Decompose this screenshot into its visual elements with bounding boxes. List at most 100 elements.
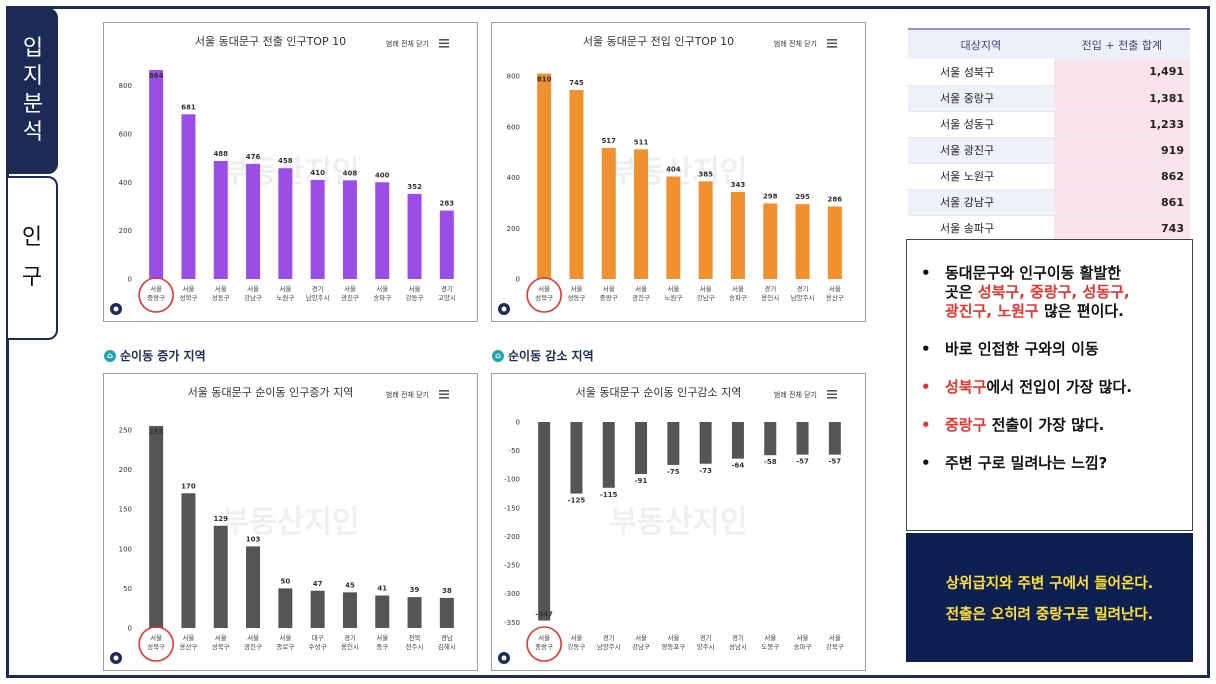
menu-icon[interactable] xyxy=(827,39,837,48)
x-tick-label: 도봉구 xyxy=(761,643,779,651)
x-tick-label: 중랑구 xyxy=(147,294,165,302)
cell-total: 1,233 xyxy=(1053,111,1190,138)
x-tick-label: 김해시 xyxy=(438,642,456,651)
cell-total: 1,381 xyxy=(1053,85,1190,112)
x-tick-label: 서울 xyxy=(732,284,744,293)
chart-bar xyxy=(213,160,228,279)
chart-inflow-top10: 서울 동대문구 전입 인구TOP 10 범례 전체 닫기 부동산지인 0 200 400 6… xyxy=(491,22,866,322)
y-tick-label: 800 xyxy=(507,73,520,81)
data-label: 352 xyxy=(407,183,422,191)
chart-net-decrease: 서울 동대문구 순이동 인구감소 지역 범례 전체 닫기 부동산지인 0 -50 -100… xyxy=(491,373,866,671)
x-tick-label: 서울 xyxy=(829,284,841,293)
y-tick-label: 0 xyxy=(516,419,520,427)
data-label: 408 xyxy=(343,169,358,177)
x-tick-label: 성북구 xyxy=(179,293,197,302)
brand-logo-icon xyxy=(498,303,510,315)
bullet-text: 많은 편이다. xyxy=(1038,302,1124,320)
menu-icon-line xyxy=(827,42,837,45)
y-tick-label: 0 xyxy=(128,276,132,284)
y-tick-label: -150 xyxy=(504,504,520,512)
bullet-dot: • xyxy=(921,264,931,282)
chart-bar xyxy=(375,595,390,628)
brand-logo-icon xyxy=(110,652,122,664)
table-row: 서울 중랑구 1,381 xyxy=(908,85,1190,112)
bullet-highlight: 성북구, 중랑구, 성동구, xyxy=(977,283,1130,301)
legend-toggle-button[interactable]: 범례 전체 닫기 xyxy=(774,39,817,48)
data-label: 410 xyxy=(310,169,325,177)
chart-bar xyxy=(181,114,196,279)
x-tick-label: 강동구 xyxy=(406,293,424,302)
x-tick-label: 서울 xyxy=(538,284,550,293)
x-tick-label: 용인시 xyxy=(761,293,779,302)
y-tick-label: 200 xyxy=(119,466,132,474)
data-label: -115 xyxy=(600,491,618,499)
menu-icon-line xyxy=(439,42,449,45)
x-tick-label: 강남구 xyxy=(244,293,262,302)
chart-bar xyxy=(439,597,454,628)
tab-population[interactable]: 인 구 xyxy=(8,176,58,340)
x-tick-label: 서울 xyxy=(700,284,712,293)
legend-toggle-button[interactable]: 범례 전체 닫기 xyxy=(774,390,817,399)
chart-bar xyxy=(407,597,422,628)
bullet-text: 곳은 xyxy=(945,283,978,301)
y-tick-label: 0 xyxy=(128,625,132,633)
x-tick-label: 서울 xyxy=(376,284,388,293)
menu-icon-line xyxy=(827,393,837,396)
y-tick-label: 150 xyxy=(119,506,132,514)
table-header-row: 대상지역 전입 + 전출 합계 xyxy=(908,28,1190,59)
tab-location-analysis[interactable]: 입 지 분 석 xyxy=(8,8,58,174)
data-label: 283 xyxy=(440,200,455,208)
chart-bar xyxy=(213,525,228,628)
y-tick-label: 600 xyxy=(507,123,520,131)
table-row: 서울 광진구 919 xyxy=(908,137,1190,164)
menu-icon[interactable] xyxy=(439,39,449,48)
bullet-dot: • xyxy=(921,454,931,472)
y-tick-label: 600 xyxy=(119,130,132,138)
bullet-text: 주변 구로 밀려나는 느낌? xyxy=(945,454,1108,472)
chart-bar xyxy=(666,176,681,279)
x-tick-label: 노원구 xyxy=(276,293,294,302)
bullet-item: • 바로 인접한 구와의 이동 xyxy=(917,340,1182,359)
brand-logo-dot xyxy=(113,655,119,661)
chart-svg: 서울 동대문구 전입 인구TOP 10 범례 전체 닫기부동산지인02004006… xyxy=(498,35,844,315)
x-tick-label: 광진구 xyxy=(632,293,650,302)
data-label: 295 xyxy=(795,193,810,201)
x-tick-label: 강남구 xyxy=(632,642,650,651)
data-label: 286 xyxy=(828,195,843,203)
menu-icon[interactable] xyxy=(827,390,837,399)
chart-bar xyxy=(149,70,164,279)
x-tick-label: 서울 xyxy=(538,633,550,642)
data-label: 476 xyxy=(246,153,261,161)
tab-char: 입 xyxy=(22,36,44,61)
brand-logo-dot xyxy=(113,306,119,312)
x-tick-label: 중랑구 xyxy=(600,294,618,302)
x-tick-label: 서울 xyxy=(829,633,841,642)
y-tick-label: 100 xyxy=(119,545,132,553)
data-label: -57 xyxy=(829,458,842,466)
y-tick-label: 250 xyxy=(119,426,132,434)
x-tick-label: 성동구 xyxy=(567,293,585,302)
x-tick-label: 서울 xyxy=(667,633,679,642)
data-label: 41 xyxy=(377,585,387,593)
legend-toggle-button[interactable]: 범례 전체 닫기 xyxy=(386,39,429,48)
data-label: 129 xyxy=(213,515,228,523)
chart-title: 서울 동대문구 순이동 인구증가 지역 xyxy=(188,386,354,399)
legend-toggle-button[interactable]: 범례 전체 닫기 xyxy=(386,390,429,399)
data-label: 39 xyxy=(410,586,420,594)
data-label: -58 xyxy=(764,458,777,466)
data-label: 400 xyxy=(375,171,390,179)
menu-icon[interactable] xyxy=(439,390,449,399)
cell-region: 서울 성북구 xyxy=(908,59,1054,86)
data-label: -75 xyxy=(667,468,680,476)
chart-bar xyxy=(764,422,777,456)
bullet-highlight: 중랑구 xyxy=(945,416,987,434)
data-label: 864 xyxy=(149,72,164,80)
data-label: 517 xyxy=(601,137,616,145)
tab-char: 인 xyxy=(21,225,43,250)
slide-frame xyxy=(6,6,1210,678)
cell-total: 919 xyxy=(1053,137,1190,164)
x-tick-label: 성북구 xyxy=(212,642,230,651)
chart-bar xyxy=(730,191,745,279)
